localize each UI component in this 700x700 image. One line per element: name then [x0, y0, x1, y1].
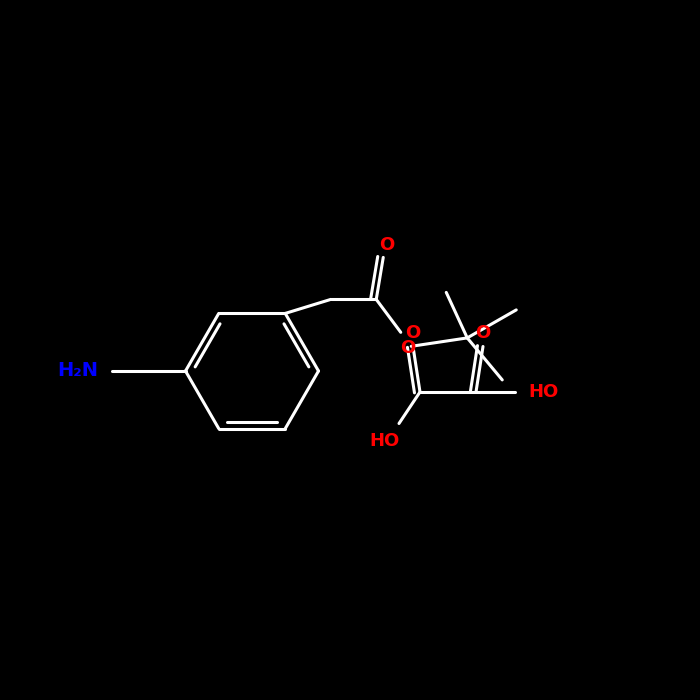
Text: H₂N: H₂N	[57, 361, 98, 381]
Text: HO: HO	[370, 432, 400, 450]
Text: O: O	[475, 323, 491, 342]
Text: O: O	[405, 323, 421, 342]
Text: O: O	[379, 236, 394, 254]
Text: O: O	[400, 340, 415, 358]
Text: HO: HO	[528, 383, 559, 401]
